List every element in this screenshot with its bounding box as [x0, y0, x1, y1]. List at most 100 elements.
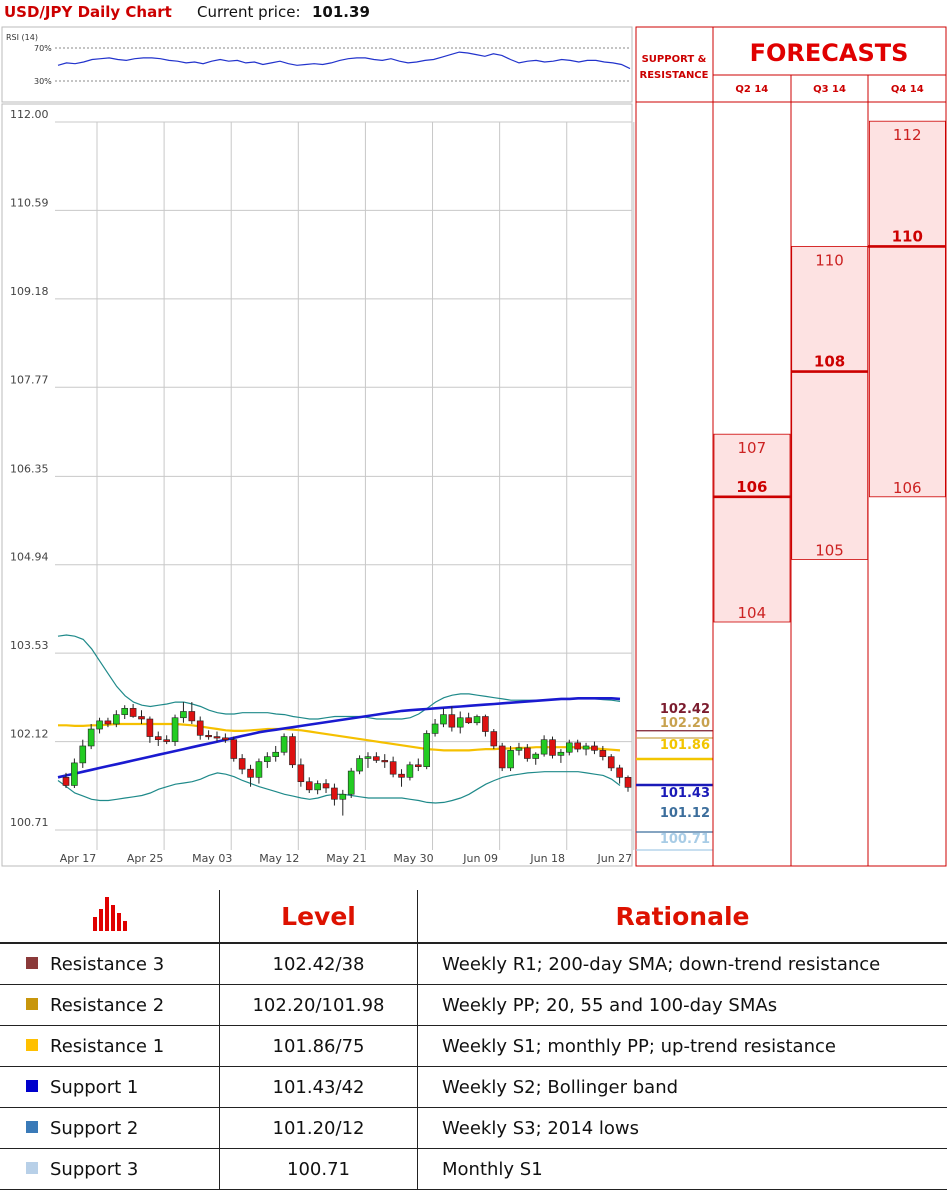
y-tick-label: 104.94	[10, 551, 49, 564]
forecast-column: Q2 14 107 106 104	[713, 84, 791, 623]
candle	[104, 717, 112, 728]
level-rationale: Weekly S2; Bollinger band	[417, 1066, 947, 1108]
levels-table-row: Resistance 2 102.20/101.98 Weekly PP; 20, …	[0, 984, 947, 1026]
sr-level: 101.12	[636, 806, 713, 833]
levels-icon-cell	[0, 890, 220, 944]
level-name-cell: Support 2	[0, 1107, 220, 1149]
rsi-label: RSI (14)	[6, 33, 38, 42]
candle	[591, 741, 598, 755]
candle	[71, 758, 78, 788]
candle	[297, 758, 305, 787]
x-tick-label: Jun 27	[596, 852, 632, 865]
candle	[607, 754, 615, 772]
x-tick-label: Jun 18	[529, 852, 565, 865]
candle	[482, 714, 489, 737]
candle	[264, 752, 271, 768]
candle	[549, 736, 556, 759]
y-tick-label: 112.00	[10, 108, 49, 121]
sr-level-label: 101.43	[660, 786, 710, 801]
candle	[624, 775, 632, 792]
level-name-cell: Support 3	[0, 1148, 220, 1190]
candle	[163, 735, 170, 745]
candle	[205, 730, 212, 740]
x-tick-label: Jun 09	[462, 852, 498, 865]
level-name-cell: Resistance 1	[0, 1025, 220, 1067]
x-tick-label: May 12	[259, 852, 299, 865]
candle	[456, 711, 464, 734]
level-name-cell: Support 1	[0, 1066, 220, 1108]
candle	[347, 767, 355, 799]
level-name: Resistance 3	[50, 953, 165, 975]
sr-level: 102.42	[636, 702, 713, 732]
forecast-range	[713, 433, 791, 623]
forecast-quarter: Q4 14	[891, 84, 924, 95]
sma-200-line	[57, 696, 621, 779]
candle	[154, 731, 162, 746]
candle	[540, 735, 548, 757]
level-name-cell: Resistance 2	[0, 984, 220, 1026]
level-value: 101.43/42	[219, 1066, 418, 1108]
level-name: Support 3	[50, 1158, 139, 1180]
levels-table-row: Support 2 101.20/12 Weekly S3; 2014 lows	[0, 1107, 947, 1149]
bar-chart-icon	[92, 895, 127, 931]
levels-table-header: Level Rationale	[0, 890, 947, 944]
candle	[272, 745, 280, 762]
forecast-column: Q3 14 110 108 105	[790, 84, 869, 560]
level-rationale: Weekly PP; 20, 55 and 100-day SMAs	[417, 984, 947, 1026]
bb-upper-line	[57, 634, 621, 720]
y-tick-label: 107.77	[10, 373, 49, 386]
x-tick-label: May 03	[192, 852, 232, 865]
level-name-cell: Resistance 3	[0, 943, 220, 985]
candle	[213, 731, 221, 742]
forecast-mid: 110	[892, 227, 923, 245]
candle	[616, 764, 623, 784]
candle	[305, 777, 313, 794]
candle	[62, 772, 70, 788]
forecast-mid: 108	[814, 353, 845, 371]
levels-table: Level Rationale Resistance 3 102.42/38 Wee…	[0, 890, 947, 1190]
sr-level: 102.20	[636, 716, 713, 739]
candle	[557, 749, 565, 763]
level-value: 100.71	[219, 1148, 418, 1190]
candle	[171, 714, 179, 746]
sr-level-label: 101.86	[660, 738, 710, 753]
level-color-swatch	[26, 1038, 38, 1051]
candle	[314, 780, 321, 795]
forecast-high: 107	[738, 439, 767, 457]
x-tick-label: Apr 17	[60, 852, 97, 865]
y-tick-label: 103.53	[10, 639, 49, 652]
candle	[138, 710, 145, 725]
level-rationale: Weekly S3; 2014 lows	[417, 1107, 947, 1149]
sr-header-line2: RESISTANCE	[640, 70, 709, 81]
candle	[465, 712, 472, 725]
candle	[599, 745, 607, 761]
levels-table-row: Resistance 3 102.42/38 Weekly R1; 200-day …	[0, 943, 947, 985]
candle	[230, 736, 238, 762]
candle	[389, 756, 397, 778]
candle	[398, 769, 405, 787]
candle	[582, 742, 590, 756]
candle	[565, 739, 573, 756]
y-tick-label: 102.12	[10, 728, 49, 741]
candle	[121, 705, 129, 720]
candle	[524, 744, 531, 762]
forecast-column: Q4 14 112 110 106	[868, 84, 947, 498]
x-tick-label: May 21	[326, 852, 366, 865]
y-tick-label: 100.71	[10, 816, 49, 829]
level-header: Level	[219, 890, 418, 944]
levels-table-row: Resistance 1 101.86/75 Weekly S1; monthly …	[0, 1025, 947, 1067]
sr-header-line1: SUPPORT &	[642, 54, 707, 65]
level-rationale: Monthly S1	[417, 1148, 947, 1190]
candle	[440, 708, 447, 728]
candle	[414, 758, 422, 772]
sr-level-label: 102.20	[660, 716, 710, 731]
candle	[180, 702, 187, 723]
candle	[255, 758, 263, 784]
forecasts-title: FORECASTS	[750, 39, 909, 67]
current-price-label: Current price:	[197, 3, 301, 21]
level-color-swatch	[26, 1120, 38, 1133]
candle	[188, 702, 196, 725]
levels-table-row: Support 3 100.71 Monthly S1	[0, 1148, 947, 1190]
current-price-value: 101.39	[312, 3, 370, 21]
candle	[381, 754, 389, 768]
